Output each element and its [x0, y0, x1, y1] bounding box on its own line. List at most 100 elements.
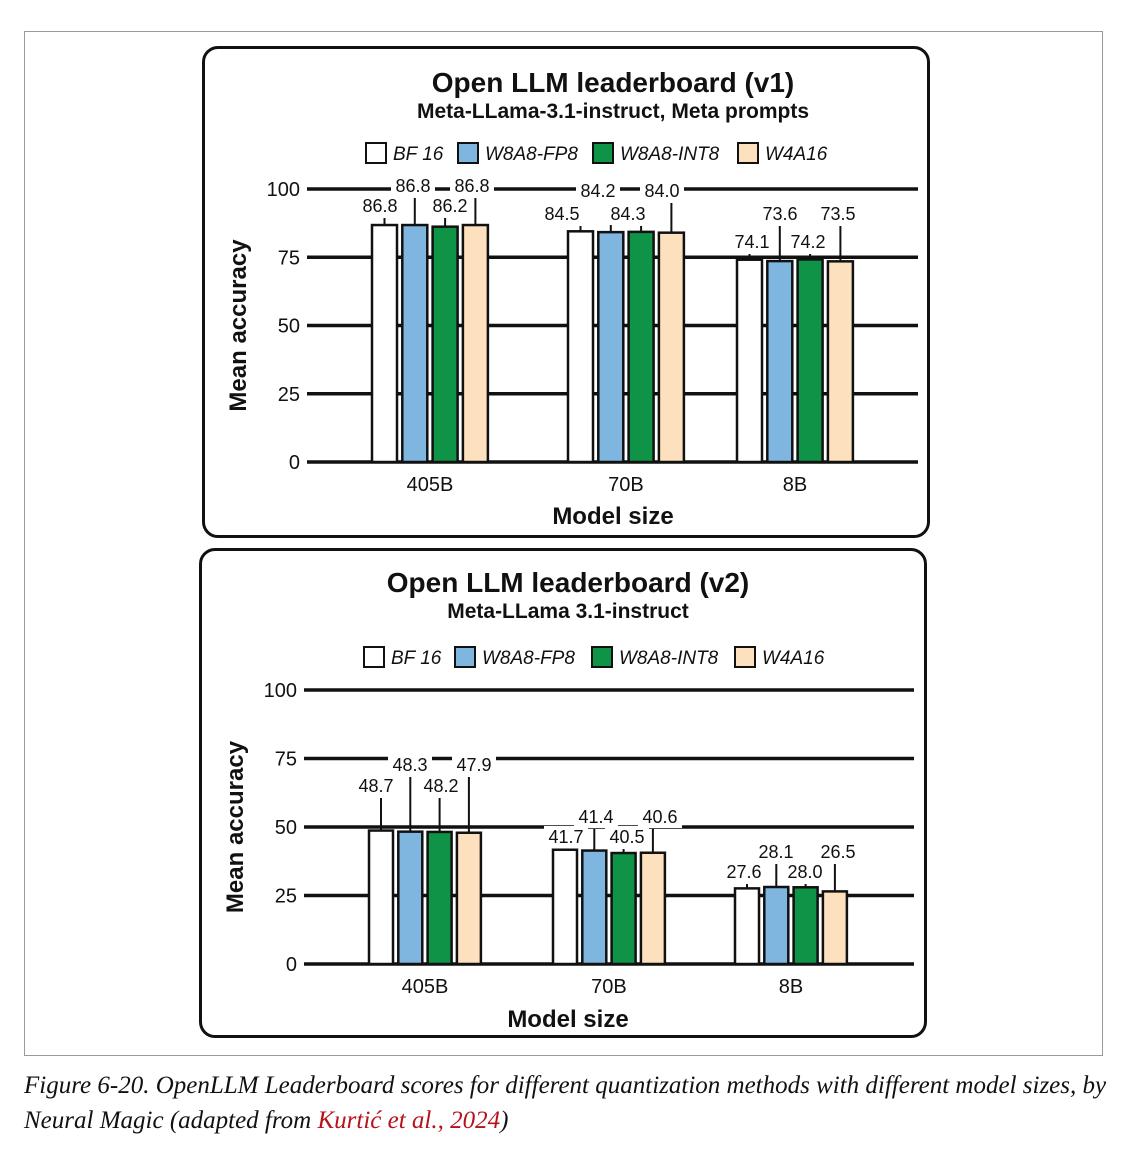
c2-bar-70B-2: [581, 849, 608, 966]
c2-bar-405B-4: [455, 831, 483, 966]
c2-legend-label-1: BF 16: [391, 648, 442, 669]
c1-label-bg-70B-3: [606, 203, 650, 225]
c2-bar-label-70B-4: 40.6: [642, 807, 677, 827]
c1-bar-405B-1: [370, 223, 399, 464]
c2-bar-70B-4: [639, 851, 667, 966]
c1-bar-8B-3: [796, 258, 824, 464]
c2-bar-8B-1: [733, 887, 761, 966]
c2-y-tick-75: 75: [275, 749, 297, 771]
c1-bar-label-405B-2: 86.8: [395, 176, 430, 196]
c1-chart-subtitle: Meta-LLama-3.1-instruct, Meta prompts: [417, 100, 809, 123]
c1-bar-label-70B-3: 84.3: [610, 204, 645, 224]
c1-label-bg-405B-4: [450, 175, 494, 197]
c2-x-axis-title: Model size: [507, 1006, 628, 1033]
c2-y-tick-50: 50: [275, 817, 297, 839]
c2-x-tick-8B: 8B: [779, 976, 803, 998]
c2-bar-label-8B-2: 28.1: [758, 842, 793, 862]
c2-label-bg-8B-2: [754, 841, 798, 863]
c1-label-bg-8B-1: [730, 231, 774, 253]
c1-label-bg-405B-3: [428, 195, 472, 217]
c1-legend-swatch-1: [365, 142, 387, 164]
c1-x-axis-title: Model size: [552, 503, 673, 530]
c2-y-tick-100: 100: [264, 680, 297, 702]
c1-bar-70B-1: [566, 230, 595, 464]
c2-label-bg-70B-1: [544, 826, 588, 848]
figure-frame: [24, 31, 1103, 1056]
c2-bar-label-8B-4: 26.5: [820, 842, 855, 862]
c2-legend-label-2: W8A8-FP8: [482, 648, 575, 669]
c1-legend-swatch-4: [737, 142, 759, 164]
c2-bar-70B-1: [551, 848, 579, 966]
c1-bar-label-8B-4: 73.5: [820, 204, 855, 224]
c2-bar-405B-1: [367, 829, 395, 966]
c1-label-bg-8B-4: [816, 203, 860, 225]
c1-bar-8B-1: [735, 258, 764, 464]
c1-legend-swatch-3: [592, 142, 614, 164]
c2-bar-label-405B-1: 48.7: [358, 776, 393, 796]
c1-bar-label-405B-4: 86.8: [454, 176, 489, 196]
c2-label-bg-8B-3: [783, 861, 827, 883]
c1-bar-label-70B-2: 84.2: [580, 181, 615, 201]
c1-bar-8B-4: [826, 260, 855, 464]
c2-label-bg-8B-1: [722, 861, 766, 883]
c2-bar-label-70B-2: 41.4: [578, 807, 613, 827]
c1-legend-swatch-2: [457, 142, 479, 164]
c1-label-bg-70B-1: [540, 203, 584, 225]
c1-bar-70B-3: [627, 230, 655, 464]
c2-x-tick-70B: 70B: [591, 976, 627, 998]
c1-bar-70B-2: [597, 230, 625, 464]
c1-y-tick-25: 25: [278, 384, 300, 406]
c1-y-tick-75: 75: [278, 247, 300, 269]
c1-bar-label-70B-4: 84.0: [644, 181, 679, 201]
c2-legend-label-3: W8A8-INT8: [619, 648, 719, 669]
c2-bar-405B-2: [397, 830, 424, 966]
c2-bar-70B-3: [610, 851, 637, 966]
c1-y-tick-0: 0: [289, 452, 300, 474]
c1-legend-label-3: W8A8-INT8: [620, 144, 720, 165]
c2-bar-label-70B-1: 41.7: [548, 827, 583, 847]
c2-chart-subtitle: Meta-LLama 3.1-instruct: [447, 600, 689, 623]
caption-text: Figure 6-20. OpenLLM Leaderboard scores …: [24, 1072, 1107, 1134]
c2-bar-8B-4: [821, 890, 849, 966]
c1-bar-label-8B-1: 74.1: [734, 232, 769, 252]
c2-y-axis-title: Mean accuracy: [222, 740, 249, 913]
c2-bar-8B-3: [792, 886, 819, 966]
c1-bar-label-70B-1: 84.5: [544, 204, 579, 224]
c2-bar-label-8B-3: 28.0: [787, 862, 822, 882]
c2-bar-label-405B-3: 48.2: [423, 776, 458, 796]
c1-label-bg-8B-3: [786, 231, 830, 253]
c1-bar-405B-4: [461, 223, 490, 464]
c1-label-bg-405B-1: [358, 195, 402, 217]
figure-caption: Figure 6-20. OpenLLM Leaderboard scores …: [24, 1068, 1109, 1138]
c1-bar-70B-4: [657, 231, 686, 464]
c1-x-tick-8B: 8B: [783, 474, 807, 496]
c1-label-bg-70B-4: [640, 180, 684, 202]
c2-bar-label-8B-1: 27.6: [726, 862, 761, 882]
c2-chart-title: Open LLM leaderboard (v2): [387, 567, 750, 598]
c2-bar-8B-2: [763, 885, 790, 966]
c1-x-tick-405B: 405B: [407, 474, 454, 496]
c2-y-tick-25: 25: [275, 886, 297, 908]
c1-bar-405B-3: [431, 225, 459, 464]
c1-y-tick-100: 100: [267, 179, 300, 201]
caption-citation-link[interactable]: Kurtić et al., 2024: [317, 1107, 501, 1134]
c2-bar-label-405B-2: 48.3: [392, 755, 427, 775]
c2-bar-label-405B-4: 47.9: [456, 755, 491, 775]
c1-bar-label-8B-3: 74.2: [790, 232, 825, 252]
c2-legend-label-4: W4A16: [762, 648, 825, 669]
c1-label-bg-8B-2: [758, 203, 802, 225]
c2-y-tick-0: 0: [286, 954, 297, 976]
c1-bar-label-405B-3: 86.2: [432, 196, 467, 216]
c2-label-bg-405B-1: [354, 775, 398, 797]
c1-x-tick-70B: 70B: [608, 474, 644, 496]
c1-y-tick-50: 50: [278, 316, 300, 338]
c2-legend-swatch-4: [734, 646, 756, 668]
c1-bar-label-405B-1: 86.8: [362, 196, 397, 216]
caption-close: ): [500, 1107, 509, 1134]
c1-bar-label-8B-2: 73.6: [762, 204, 797, 224]
c2-label-bg-405B-2: [388, 754, 432, 776]
c1-y-axis-title: Mean accuracy: [225, 239, 252, 412]
c2-bar-label-70B-3: 40.5: [609, 827, 644, 847]
c1-legend-label-1: BF 16: [393, 144, 444, 165]
c1-legend-label-2: W8A8-FP8: [485, 144, 578, 165]
